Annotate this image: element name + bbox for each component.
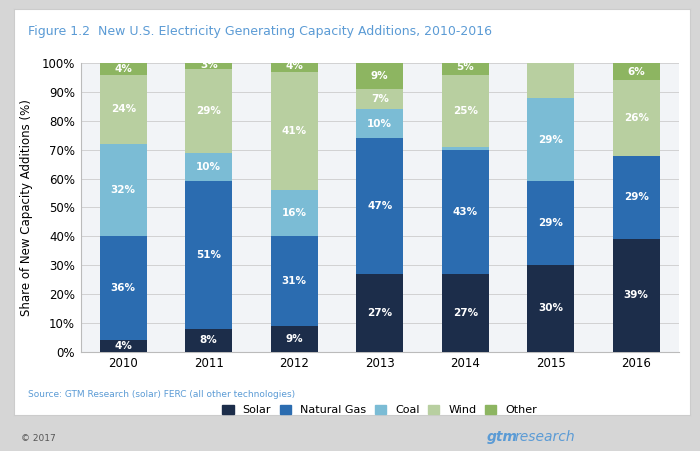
Y-axis label: Share of New Capacity Additions (%): Share of New Capacity Additions (%) [20,99,33,316]
Text: research: research [514,430,575,444]
Bar [99,63,147,75]
Text: 41%: 41% [281,126,307,136]
Text: 27%: 27% [453,308,478,318]
Text: 43%: 43% [453,207,478,217]
Bar [527,181,574,265]
Bar [186,329,232,352]
Bar [612,80,660,156]
Text: 32%: 32% [111,185,136,195]
Bar [442,150,489,274]
Text: 29%: 29% [538,135,564,145]
Text: 36%: 36% [111,283,136,293]
Text: 26%: 26% [624,113,649,123]
Text: 27%: 27% [368,308,392,318]
Text: gtm: gtm [486,430,517,444]
Bar [271,190,318,236]
Text: 31%: 31% [281,276,307,286]
Bar [271,326,318,352]
Text: © 2017: © 2017 [21,434,56,443]
Bar [99,236,147,340]
Text: 4%: 4% [286,61,303,71]
Bar [186,60,232,69]
Bar [612,156,660,239]
Bar [99,340,147,352]
Bar [186,152,232,181]
Bar [442,60,489,75]
Legend: Solar, Natural Gas, Coal, Wind, Other: Solar, Natural Gas, Coal, Wind, Other [223,405,537,415]
Text: 6%: 6% [627,67,645,77]
Bar [442,147,489,150]
Bar [271,236,318,326]
Text: 29%: 29% [624,193,649,202]
Text: Figure 1.2  New U.S. Electricity Generating Capacity Additions, 2010-2016: Figure 1.2 New U.S. Electricity Generati… [28,25,492,38]
Text: 10%: 10% [196,162,221,172]
Text: 9%: 9% [286,334,303,344]
Text: 16%: 16% [281,208,307,218]
Bar [99,144,147,236]
Text: 4%: 4% [114,341,132,351]
Bar [527,0,574,98]
Bar [356,138,403,274]
Bar [356,89,403,109]
Bar [186,69,232,152]
Text: 10%: 10% [368,119,392,129]
Bar [356,109,403,138]
Text: 7%: 7% [371,94,388,104]
Bar [612,63,660,80]
Bar [612,239,660,352]
Text: 30%: 30% [538,304,564,313]
Text: 3%: 3% [200,60,218,69]
Bar [442,75,489,147]
Bar [527,265,574,352]
Text: 47%: 47% [367,201,393,211]
Bar [99,75,147,144]
Text: 4%: 4% [114,64,132,74]
Bar [356,274,403,352]
Text: 25%: 25% [453,106,477,116]
Bar [442,274,489,352]
Bar [527,98,574,181]
Text: 39%: 39% [624,290,649,300]
Text: 39%: 39% [538,37,564,46]
Text: 29%: 29% [538,218,564,228]
Text: 29%: 29% [196,106,221,116]
Bar [186,181,232,329]
Text: 5%: 5% [456,63,474,73]
Text: Source: GTM Research (solar) FERC (all other technologies): Source: GTM Research (solar) FERC (all o… [28,390,295,399]
Text: 8%: 8% [200,335,218,345]
Text: 51%: 51% [196,250,221,260]
Bar [271,60,318,72]
Text: 24%: 24% [111,104,136,114]
Bar [271,72,318,190]
Text: 9%: 9% [371,71,388,81]
Bar [356,63,403,89]
